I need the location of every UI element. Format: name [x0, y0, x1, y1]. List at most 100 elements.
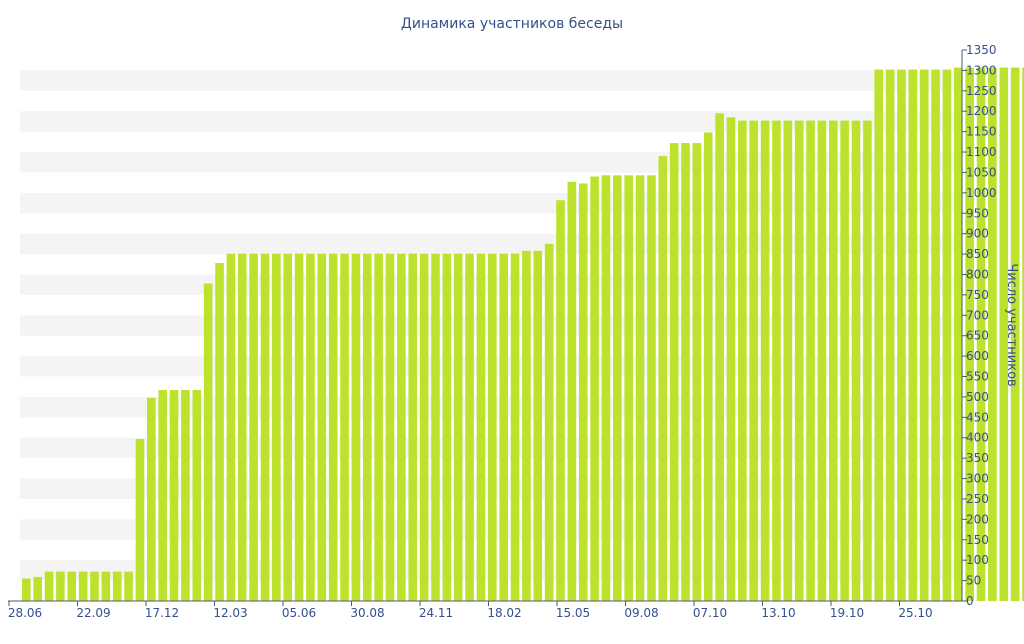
y-tick-label: 350: [966, 451, 989, 465]
bar: [90, 571, 99, 601]
bar: [112, 571, 122, 601]
bar: [908, 69, 918, 602]
bar: [453, 253, 463, 602]
x-tick-label: 09.08: [624, 606, 658, 620]
x-tick-label: 24.11: [419, 606, 453, 620]
bar: [488, 253, 497, 602]
x-tick-label: 07.10: [693, 606, 727, 620]
bar: [635, 175, 645, 602]
y-tick-label: 850: [966, 247, 989, 261]
y-tick-label: 1250: [966, 84, 997, 98]
bar: [192, 389, 202, 601]
bar: [169, 389, 179, 601]
y-tick-label: 1200: [966, 104, 997, 118]
y-tick-label: 1050: [966, 165, 997, 179]
y-tick-label: 900: [966, 227, 989, 241]
x-tick-label: 28.06: [8, 606, 42, 620]
bar: [306, 253, 315, 602]
bar: [374, 253, 383, 602]
y-tick-label: 200: [966, 512, 989, 526]
bar: [158, 389, 167, 601]
bar: [544, 243, 554, 601]
bar: [215, 263, 224, 601]
bar: [203, 283, 213, 601]
y-tick-label: 800: [966, 267, 989, 281]
bar: [237, 253, 247, 602]
x-tick-label: 15.05: [556, 606, 590, 620]
grid-band: [20, 70, 962, 91]
bar: [351, 253, 361, 602]
x-tick-label: 22.09: [76, 606, 110, 620]
x-tick-label: 05.06: [282, 606, 316, 620]
y-tick-label: 650: [966, 329, 989, 343]
bar: [703, 132, 713, 601]
y-tick-label: 300: [966, 472, 989, 486]
bar: [533, 250, 543, 601]
y-tick-label: 250: [966, 492, 989, 506]
bar: [692, 143, 702, 601]
grid-band: [20, 111, 962, 132]
bar: [328, 253, 338, 602]
bar: [385, 253, 395, 602]
y-tick-label: 1150: [966, 125, 997, 139]
y-axis-label: Число участников: [1004, 263, 1019, 386]
bar: [738, 120, 747, 602]
bar: [419, 253, 429, 602]
bar: [431, 253, 440, 602]
chart-title: Динамика участников беседы: [401, 16, 623, 32]
y-tick-label: 100: [966, 553, 989, 567]
bar: [783, 120, 793, 602]
x-tick-label: 18.02: [487, 606, 521, 620]
y-tick-label: 1100: [966, 145, 997, 159]
y-tick-label: 50: [966, 574, 981, 588]
bar: [863, 120, 872, 602]
bar: [954, 67, 963, 602]
y-tick-label: 750: [966, 288, 989, 302]
bar: [919, 69, 929, 602]
bar: [260, 253, 270, 602]
bar: [272, 253, 281, 602]
grid-band: [20, 152, 962, 173]
bar: [851, 120, 861, 602]
bar: [124, 571, 133, 601]
x-tick-label: 30.08: [350, 606, 384, 620]
bar: [840, 120, 849, 602]
bar: [988, 67, 997, 602]
bar: [317, 253, 327, 602]
y-tick-label: 450: [966, 410, 989, 424]
bar: [33, 576, 42, 601]
bar: [147, 397, 156, 601]
bar: [749, 120, 759, 602]
y-tick-label: 950: [966, 206, 989, 220]
bar: [283, 253, 293, 602]
x-tick-label: 19.10: [830, 606, 864, 620]
bar: [726, 117, 736, 601]
bar: [408, 253, 418, 602]
y-tick-label: 400: [966, 431, 989, 445]
bar: [999, 67, 1009, 602]
x-axis: 28.06 22.09 17.12 12.03 05.06 30.08 24.11 18.02…: [8, 600, 962, 620]
x-tick-label: 13.10: [761, 606, 795, 620]
bar: [181, 389, 190, 601]
bar: [1010, 67, 1020, 602]
y-axis: 0 50 100 150 200 250 300 350 400 450 500 550 600 650 7…: [961, 43, 997, 608]
x-tick-label: 25.10: [898, 606, 932, 620]
bar: [897, 69, 906, 602]
y-tick-label: 700: [966, 308, 989, 322]
bar: [885, 69, 895, 602]
bar: [874, 69, 884, 602]
bar: [397, 253, 406, 602]
y-tick-label: 1300: [966, 63, 997, 77]
bar: [510, 253, 520, 602]
bar: [590, 176, 599, 601]
bar: [806, 120, 815, 602]
bar: [976, 67, 986, 602]
bar: [556, 200, 565, 601]
y-tick-label: 1350: [966, 43, 997, 57]
bar: [828, 120, 838, 602]
bar: [78, 571, 88, 601]
x-tick-label: 12.03: [213, 606, 247, 620]
bar: [931, 69, 940, 602]
bar: [715, 113, 724, 601]
